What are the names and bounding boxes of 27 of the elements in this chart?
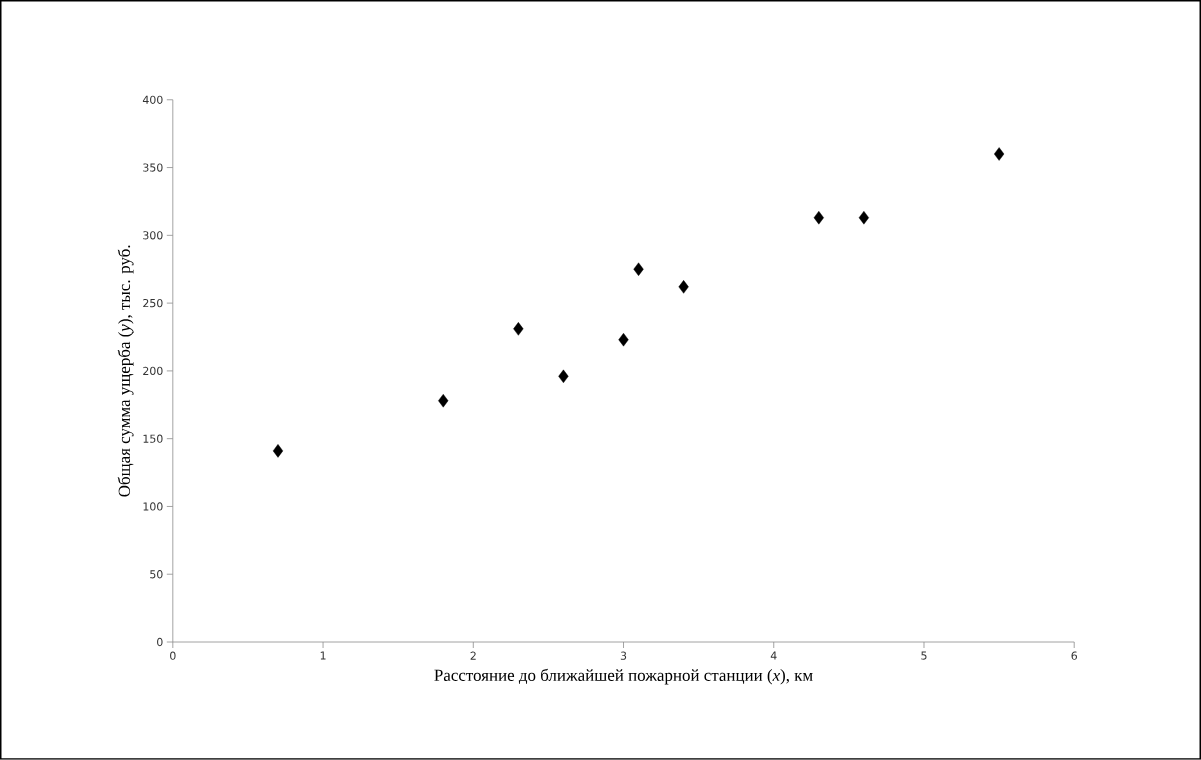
x-tick-label: 2 xyxy=(470,651,476,660)
point xyxy=(678,280,689,294)
point xyxy=(858,211,869,225)
x-tick-label: 1 xyxy=(320,651,326,660)
y-tick-label: 100 xyxy=(143,502,163,511)
x-tick-label: 0 xyxy=(170,651,176,660)
point xyxy=(618,333,629,347)
y-tick-label: 0 xyxy=(157,637,163,647)
point xyxy=(813,211,824,225)
x-tick-label: 3 xyxy=(620,651,627,660)
y-tick-label: 50 xyxy=(150,570,163,579)
point xyxy=(513,322,524,336)
point xyxy=(558,369,569,384)
y-tick-label: 250 xyxy=(143,299,163,308)
y-tick-label: 200 xyxy=(143,366,163,376)
x-tick-label: 6 xyxy=(1071,651,1078,660)
x-tick-label: 4 xyxy=(770,651,777,660)
x-tick-label: 5 xyxy=(921,651,927,660)
y-tick-label: 400 xyxy=(142,95,163,105)
x-axis-title: Расстояние до ближайшей пожарной станции (x), км xyxy=(434,668,813,685)
point xyxy=(994,147,1005,161)
point xyxy=(438,394,449,408)
y-tick-label: 150 xyxy=(143,434,163,443)
y-tick-label: 350 xyxy=(143,163,163,172)
point xyxy=(272,444,284,458)
y-tick-label: 300 xyxy=(143,231,163,240)
point xyxy=(633,262,644,277)
